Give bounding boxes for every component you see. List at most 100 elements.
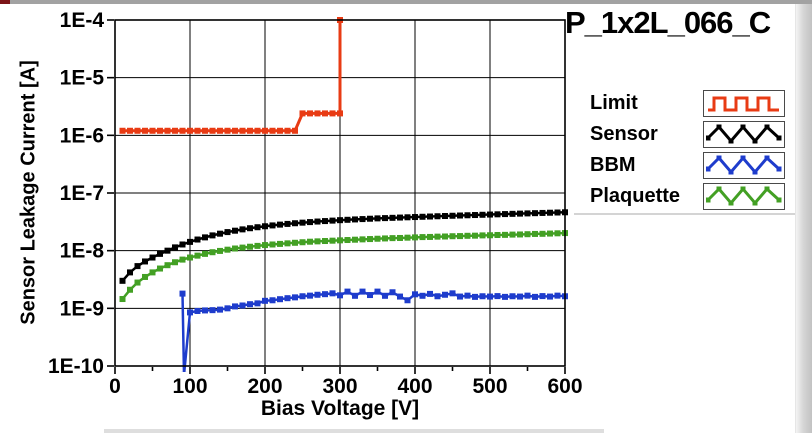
- data-point-marker: [269, 297, 276, 304]
- data-point-marker: [292, 294, 298, 301]
- data-point-marker: [164, 262, 171, 269]
- data-point-marker: [181, 371, 187, 372]
- data-point-marker: [329, 217, 336, 224]
- data-point-marker: [314, 110, 321, 117]
- data-point-marker: [269, 222, 276, 229]
- data-point-marker: [254, 300, 261, 307]
- data-point-marker: [457, 212, 463, 219]
- legend-panel-divider: [574, 213, 795, 215]
- data-point-marker: [524, 231, 531, 238]
- data-point-marker: [307, 219, 313, 226]
- data-point-marker: [382, 215, 388, 222]
- data-point-marker: [247, 225, 253, 232]
- data-point-marker: [277, 127, 283, 134]
- square-wave-icon[interactable]: [703, 90, 785, 117]
- data-point-marker: [434, 233, 441, 240]
- data-point-marker: [224, 127, 231, 134]
- data-point-marker: [389, 289, 396, 296]
- data-point-marker: [262, 223, 268, 230]
- data-point-marker: [329, 110, 336, 117]
- data-point-marker: [209, 249, 216, 256]
- data-point-marker: [517, 210, 523, 217]
- data-point-marker: [119, 277, 126, 284]
- data-point-marker: [284, 295, 291, 302]
- data-point-marker: [442, 233, 448, 240]
- data-point-marker: [539, 230, 546, 237]
- data-point-marker: [457, 233, 463, 240]
- data-point-marker: [404, 214, 411, 221]
- data-point-marker: [472, 293, 478, 300]
- data-point-marker: [427, 213, 433, 220]
- data-point-marker: [494, 211, 501, 218]
- data-point-marker: [299, 219, 306, 226]
- data-point-marker: [547, 293, 553, 300]
- triangle-wave-icon[interactable]: [703, 183, 785, 210]
- data-point-marker: [299, 239, 306, 246]
- data-point-marker: [554, 230, 561, 237]
- axis-ticks: [107, 19, 566, 374]
- data-point-marker: [134, 127, 141, 134]
- data-point-marker: [187, 254, 193, 261]
- data-point-marker: [382, 292, 388, 299]
- data-point-marker: [487, 232, 493, 239]
- data-point-marker: [209, 232, 216, 239]
- data-point-marker: [337, 217, 343, 224]
- data-point-marker: [284, 240, 291, 247]
- axis-tick-labels: 1E-4 1E-5 1E-6 1E-7 1E-8 1E-9 1E-100 100 200 300 4…: [48, 9, 583, 398]
- data-point-marker: [314, 218, 321, 225]
- data-point-marker: [524, 292, 531, 299]
- data-point-marker: [374, 288, 381, 295]
- square-wave-glyph: [708, 96, 779, 112]
- scrollbar-strip[interactable]: [795, 4, 812, 433]
- x-tick-label: 300: [322, 375, 357, 398]
- data-point-marker: [187, 127, 193, 134]
- triangle-wave-icon[interactable]: [703, 152, 785, 179]
- data-point-marker: [419, 213, 426, 220]
- x-tick-label: 0: [109, 375, 121, 398]
- data-point-marker: [464, 212, 471, 219]
- data-point-marker: [202, 234, 208, 241]
- data-point-marker: [232, 245, 238, 252]
- data-point-marker: [209, 307, 216, 314]
- data-point-marker: [194, 127, 201, 134]
- data-point-marker: [457, 293, 463, 300]
- y-tick-label: 1E-5: [60, 67, 105, 90]
- data-point-marker: [509, 231, 516, 238]
- data-point-marker: [382, 235, 388, 242]
- data-point-marker: [494, 231, 501, 238]
- legend-item-limit[interactable]: Limit: [590, 88, 785, 119]
- legend-label: Plaquette: [590, 185, 681, 207]
- data-point-marker: [464, 292, 471, 299]
- data-point-marker: [554, 292, 561, 299]
- x-axis-title: Bias Voltage [V]: [260, 397, 420, 420]
- legend-label: BBM: [590, 154, 636, 176]
- legend-item-bbm[interactable]: BBM: [590, 150, 785, 181]
- data-point-marker: [554, 209, 561, 216]
- data-point-marker: [217, 230, 223, 237]
- data-point-marker: [509, 293, 516, 300]
- data-point-marker: [509, 210, 516, 217]
- data-point-marker: [472, 232, 478, 239]
- x-tick-label: 100: [172, 375, 207, 398]
- data-point-marker: [157, 127, 163, 134]
- data-point-marker: [397, 293, 403, 300]
- data-point-marker: [134, 279, 141, 286]
- data-point-marker: [337, 292, 343, 299]
- legend-label: Limit: [590, 92, 638, 114]
- series-plaquette: [119, 230, 568, 303]
- legend-item-sensor[interactable]: Sensor: [590, 119, 785, 150]
- data-point-marker: [172, 127, 178, 134]
- data-point-marker: [232, 303, 238, 310]
- legend-item-plaquette[interactable]: Plaquette: [590, 181, 785, 212]
- data-point-marker: [127, 286, 133, 293]
- data-point-marker: [352, 292, 358, 299]
- data-point-marker: [539, 293, 546, 300]
- data-point-marker: [442, 213, 448, 220]
- data-point-marker: [502, 211, 508, 218]
- triangle-wave-icon[interactable]: [703, 121, 785, 148]
- data-point-marker: [299, 110, 306, 117]
- data-point-marker: [517, 293, 523, 300]
- data-point-marker: [359, 216, 366, 223]
- data-point-marker: [277, 296, 283, 303]
- data-point-marker: [442, 291, 448, 298]
